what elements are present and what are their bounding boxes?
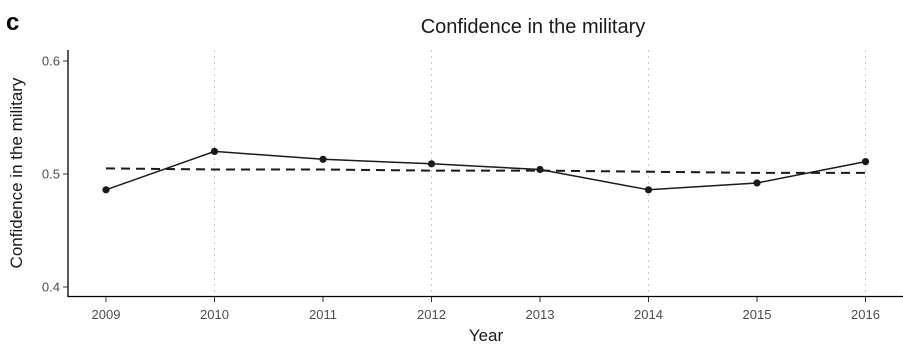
x-tick-label: 2013: [526, 307, 555, 322]
data-point-2013: [536, 165, 544, 174]
data-point-2012: [427, 160, 436, 168]
y-tick-label: 0.5: [42, 167, 60, 182]
x-tick-label: 2012: [417, 307, 446, 322]
x-tick-label: 2015: [743, 307, 772, 322]
trend-line: [105, 167, 866, 174]
x-tick-label: 2016: [851, 307, 880, 322]
x-tick-label: 2009: [92, 307, 121, 322]
x-axis-title: Year: [469, 326, 504, 345]
x-tick-label: 2010: [200, 307, 229, 322]
data-point-2016: [861, 158, 870, 166]
data-point-2009: [102, 186, 110, 194]
series-line: [105, 150, 866, 191]
chart-title: Confidence in the military: [421, 16, 646, 38]
x-tick-label: 2011: [309, 307, 337, 322]
grid: [213, 50, 867, 296]
data-points: [102, 147, 870, 194]
x-ticks: 2009 2010 2011 2012 2013 2014 2015 2016: [92, 297, 880, 322]
y-axis-title: Confidence in the military: [7, 77, 26, 268]
y-tick-label: 0.6: [42, 54, 60, 69]
y-ticks: 0.4 0.5 0.6: [42, 54, 68, 295]
data-point-2010: [210, 147, 219, 155]
data-point-2015: [753, 179, 761, 187]
x-tick-label: 2014: [634, 307, 663, 322]
y-tick-label: 0.4: [42, 280, 60, 295]
data-point-2014: [644, 186, 653, 194]
data-point-2011: [319, 155, 327, 163]
panel-label: c: [6, 9, 19, 36]
